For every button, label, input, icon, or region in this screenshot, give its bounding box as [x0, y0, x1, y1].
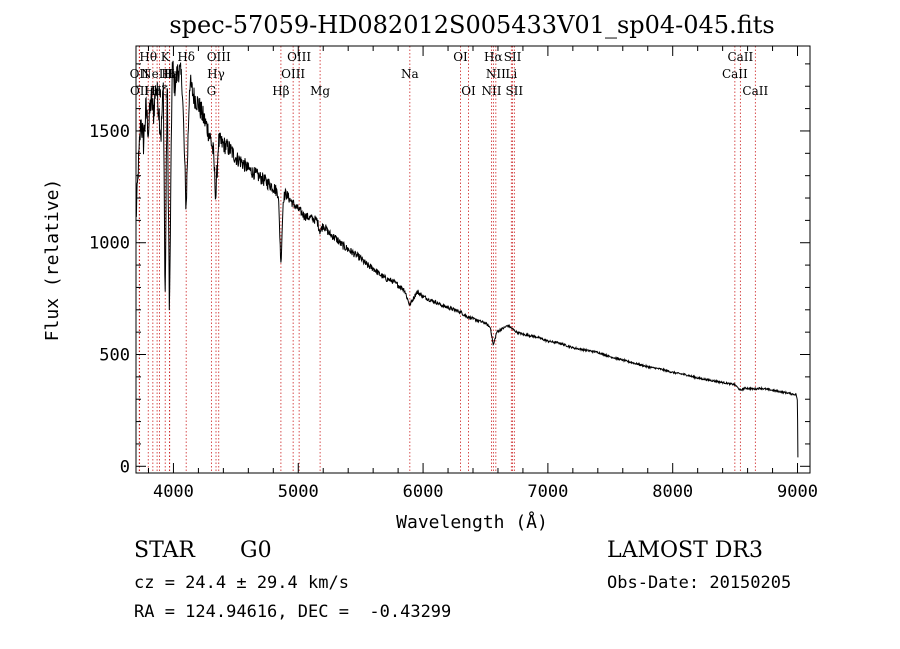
line-label-22: NII: [486, 67, 506, 81]
line-label-25: SII: [505, 84, 523, 98]
line-label-6: K: [161, 50, 171, 64]
line-label-11: Hγ: [207, 67, 225, 81]
object-class: STAR: [134, 538, 195, 563]
x-tick-label-2: 6000: [403, 482, 444, 502]
chart-title: spec-57059-HD082012S005433V01_sp04-045.f…: [169, 11, 774, 39]
line-label-10: G: [207, 84, 217, 98]
line-label-13: Hβ: [272, 84, 289, 98]
x-axis-ticks: 4000 5000 6000 7000 8000 9000: [147, 46, 818, 502]
line-label-1: OII: [130, 84, 150, 98]
flux-series-line: [135, 60, 799, 458]
observation-date: Obs-Date: 20150205: [607, 573, 792, 593]
line-label-2: Hθ: [139, 50, 157, 64]
line-label-23: Li: [505, 67, 517, 81]
x-tick-label-3: 7000: [527, 482, 568, 502]
line-label-28: CaII: [742, 84, 768, 98]
line-label-14: OIII: [281, 67, 305, 81]
x-tick-label-1: 5000: [278, 482, 319, 502]
object-subclass: G0: [240, 538, 272, 563]
line-label-20: NII: [481, 84, 501, 98]
line-label-21: Hα: [484, 50, 503, 64]
line-label-12: OIII: [207, 50, 231, 64]
line-label-7: H: [164, 67, 174, 81]
y-axis-label: Flux (relative): [42, 179, 63, 342]
line-label-27: CaII: [727, 50, 753, 64]
ra-dec-coordinates: RA = 124.94616, DEC = -0.43299: [134, 602, 452, 622]
y-tick-label-1: 500: [99, 346, 130, 366]
redshift-velocity: cz = 24.4 ± 29.4 km/s: [134, 573, 349, 593]
plot-frame: [135, 45, 811, 474]
y-tick-label-0: 0: [120, 457, 130, 477]
line-label-24: SII: [504, 50, 522, 64]
line-label-9: Hδ: [177, 50, 195, 64]
y-tick-label-2: 1000: [89, 234, 130, 254]
line-label-15: OIII: [287, 50, 311, 64]
line-label-26: CaII: [722, 67, 748, 81]
line-label-17: Na: [401, 67, 419, 81]
x-tick-label-0: 4000: [153, 482, 194, 502]
line-label-5: Hζ: [151, 84, 168, 98]
line-label-16: Mg: [310, 84, 330, 98]
y-axis-ticks: 0 500 1000 1500: [89, 63, 810, 477]
line-label-19: OI: [461, 84, 476, 98]
x-tick-label-5: 9000: [777, 482, 818, 502]
line-label-4: NeIII: [141, 67, 173, 81]
line-label-0: OII: [130, 67, 150, 81]
spectral-line-markers: [138, 46, 756, 473]
y-tick-label-3: 1500: [89, 122, 130, 142]
x-axis-label: Wavelength (Å): [396, 511, 548, 533]
survey-name: LAMOST DR3: [607, 538, 763, 563]
spectral-line-labels: OIIOIIHθHηNeIIIHζKHHεHδGHγOIIIHβOIIIOIII…: [130, 50, 769, 98]
x-tick-label-4: 8000: [652, 482, 693, 502]
line-label-18: OI: [453, 50, 468, 64]
